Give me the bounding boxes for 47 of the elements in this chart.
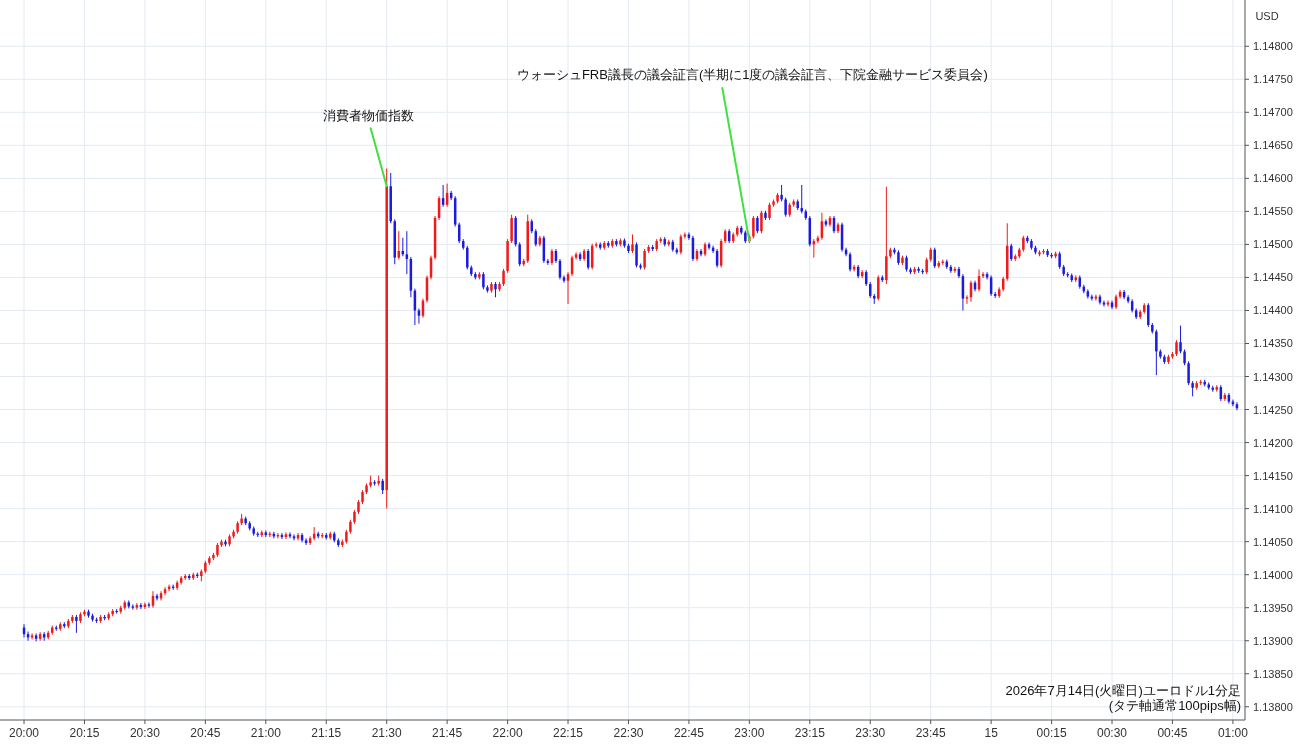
x-tick-label: 22:30 (613, 726, 644, 740)
x-tick-label: 20:00 (9, 726, 40, 740)
x-tick-label: 00:15 (1036, 726, 1067, 740)
x-tick-label: 15 (984, 726, 999, 740)
y-tick-label: 1.14100 (1253, 502, 1293, 515)
x-tick-label: 00:45 (1157, 726, 1188, 740)
y-tick-label: 1.13900 (1253, 634, 1293, 647)
y-tick-label: 1.14200 (1253, 436, 1293, 449)
y-tick-label: 1.14250 (1253, 403, 1293, 416)
y-tick-label: 1.14500 (1253, 238, 1293, 251)
y-tick-label: 1.14150 (1253, 469, 1293, 482)
y-axis-title: USD (1255, 10, 1279, 22)
y-tick-label: 1.13850 (1253, 667, 1293, 680)
x-tick-label: 21:45 (432, 726, 463, 740)
annotation: ウォーシュFRB議長の議会証言(半期に1度の議会証言、下院金融サービス委員会) (516, 67, 988, 83)
x-tick-label: 20:45 (190, 726, 221, 740)
y-tick-label: 1.14400 (1253, 304, 1293, 317)
x-tick-label: 21:00 (250, 726, 282, 740)
x-tick-label: 20:15 (69, 726, 100, 740)
y-tick-label: 1.13950 (1253, 601, 1293, 614)
y-tick-label: 1.13800 (1253, 700, 1293, 713)
x-tick-label: 20:30 (129, 726, 161, 740)
y-tick-label: 1.14600 (1253, 172, 1293, 185)
x-tick-label: 21:15 (311, 726, 342, 740)
annotation: 2026年7月14日(火曜日)ユーロドル1分足 (1005, 683, 1241, 698)
y-tick-label: 1.14650 (1253, 139, 1293, 152)
x-tick-label: 22:00 (492, 726, 523, 740)
y-tick-label: 1.14000 (1253, 568, 1293, 581)
y-tick-label: 1.14550 (1253, 205, 1293, 218)
y-tick-label: 1.14750 (1253, 73, 1293, 86)
x-tick-label: 23:00 (734, 726, 765, 740)
y-tick-label: 1.14800 (1253, 40, 1293, 53)
x-tick-label: 23:15 (794, 726, 826, 740)
annotation: 消費者物価指数 (323, 108, 415, 124)
x-tick-label: 22:15 (553, 726, 584, 740)
y-tick-label: 1.14050 (1253, 535, 1293, 548)
y-tick-label: 1.14350 (1253, 337, 1293, 350)
y-tick-label: 1.14700 (1253, 106, 1293, 119)
y-tick-label: 1.14450 (1253, 271, 1293, 284)
y-tick-label: 1.14300 (1253, 370, 1293, 383)
x-tick-label: 23:45 (915, 726, 947, 740)
x-tick-label: 01:00 (1217, 726, 1249, 740)
x-tick-label: 22:45 (673, 726, 705, 740)
x-tick-label: 23:30 (855, 726, 886, 740)
x-tick-label: 00:30 (1097, 726, 1128, 740)
x-tick-label: 21:30 (371, 726, 403, 740)
annotation: (タテ軸通常100pips幅) (1108, 698, 1241, 713)
